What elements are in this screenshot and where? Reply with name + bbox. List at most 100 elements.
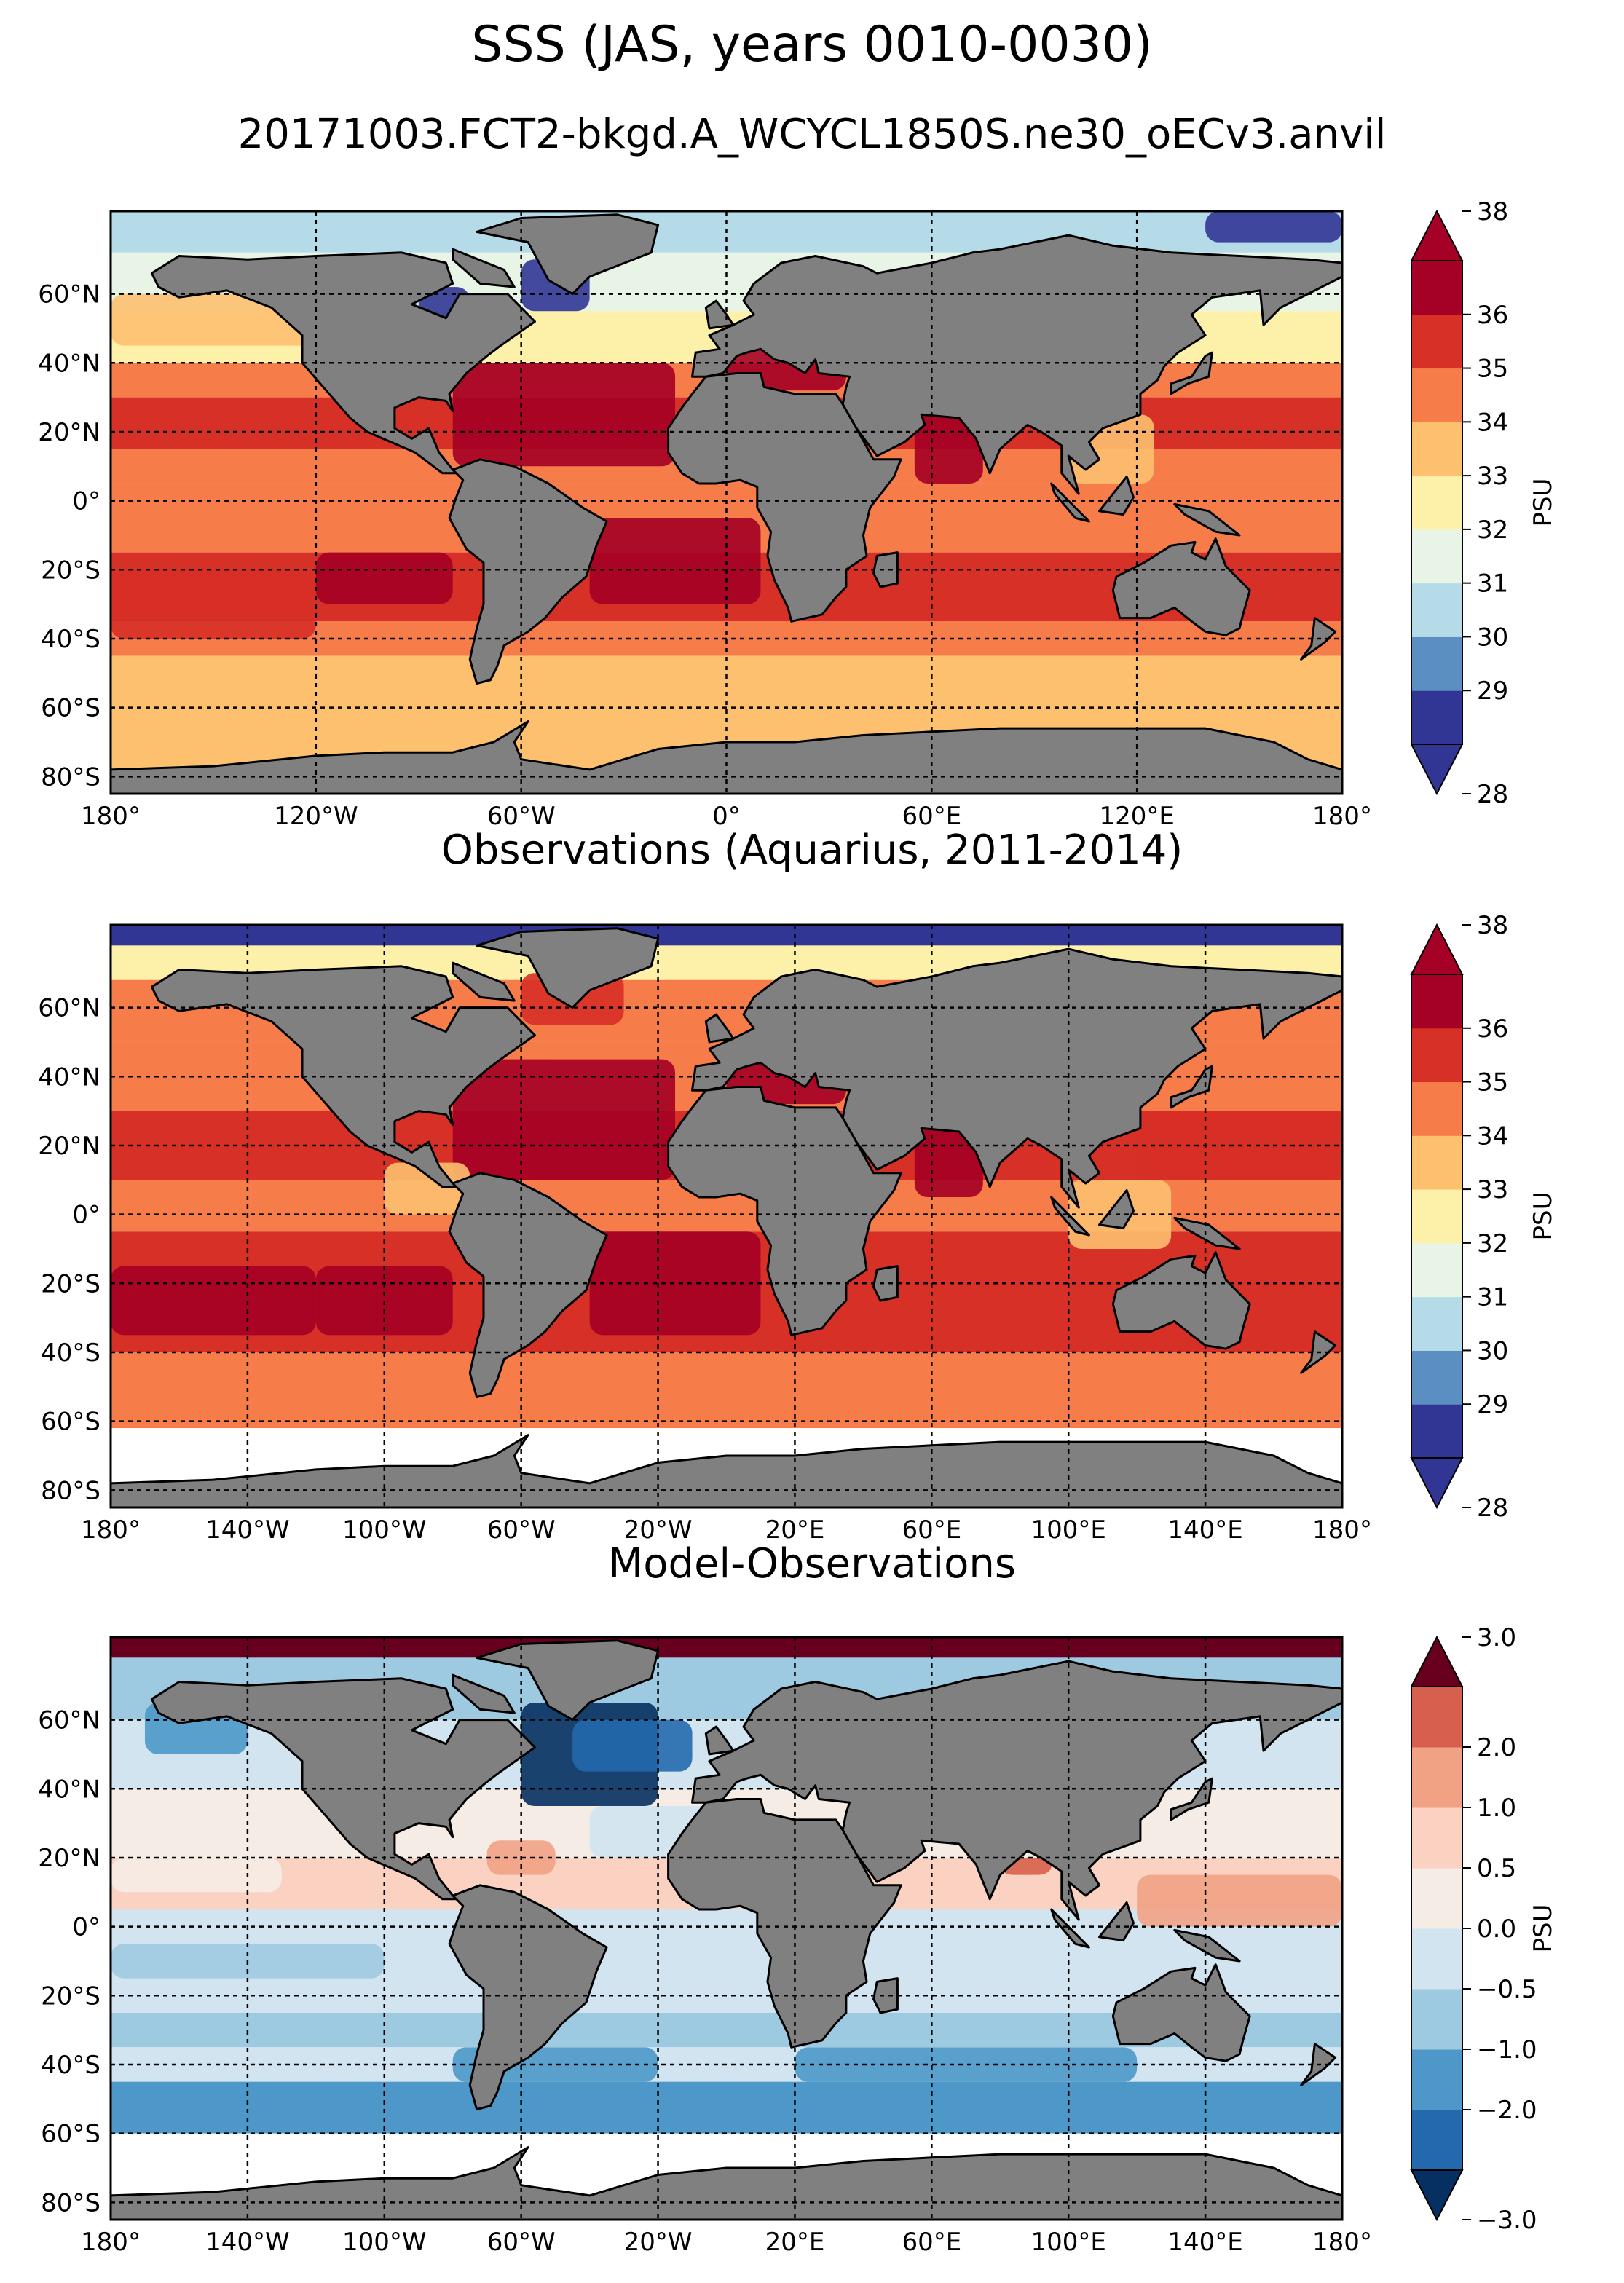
land-borneo bbox=[1098, 1901, 1135, 1942]
colorbar-tick-label: 1.0 bbox=[1477, 1794, 1516, 1823]
colorbar-segment bbox=[1411, 636, 1462, 691]
x-tick-label: 20°E bbox=[765, 1515, 825, 1545]
field-patch bbox=[111, 1266, 316, 1336]
field-patch bbox=[111, 1857, 282, 1893]
panel-3-title: Model-Observations bbox=[607, 1540, 1017, 1588]
field-patch bbox=[572, 1719, 693, 1772]
colorbar-segment bbox=[1411, 476, 1462, 530]
land-sumatra bbox=[1050, 1908, 1090, 1949]
y-tick-label: 20°S bbox=[41, 1269, 100, 1298]
land-borneo bbox=[1098, 1189, 1135, 1230]
x-tick-label: 60°E bbox=[902, 802, 961, 831]
land-south-america bbox=[448, 1884, 608, 2110]
colorbar-segment bbox=[1411, 1928, 1462, 1990]
colorbar-tick-label: −3.0 bbox=[1477, 2206, 1537, 2235]
colorbar-tick-label: 0.5 bbox=[1477, 1854, 1516, 1883]
land-baffin bbox=[452, 1673, 516, 1714]
x-tick-label: 60°W bbox=[487, 2228, 556, 2257]
x-tick-label: 0° bbox=[712, 802, 741, 831]
colorbar-segment bbox=[1411, 1350, 1462, 1405]
colorbar-2: 38 36 35 34 33 32 31 30 29 28 PSU bbox=[1410, 911, 1558, 1523]
y-tick-label: 60°S bbox=[41, 2120, 100, 2149]
land-south-america bbox=[448, 458, 608, 685]
colorbar-label: PSU bbox=[1529, 1904, 1558, 1953]
field-band bbox=[111, 1352, 1342, 1429]
colorbar-segment bbox=[1411, 583, 1462, 637]
colorbar-tick-label: 36 bbox=[1477, 301, 1508, 330]
x-tick-label: 180° bbox=[81, 802, 141, 831]
map-frame bbox=[109, 923, 1344, 1509]
figure-subtitle: 20171003.FCT2-bkgd.A_WCYCL1850S.ne30_oEC… bbox=[237, 111, 1387, 158]
field-band bbox=[111, 1637, 1342, 1658]
x-tick-label: 180° bbox=[1312, 2228, 1372, 2257]
field-patch bbox=[315, 552, 453, 604]
y-tick-label: 20°N bbox=[38, 1132, 100, 1161]
land-north-america bbox=[150, 251, 536, 475]
y-tick-label: 60°N bbox=[38, 280, 100, 309]
colorbar-segment bbox=[1411, 690, 1462, 745]
colorbar-frame bbox=[1411, 974, 1463, 1459]
land-new-guinea bbox=[1173, 1216, 1241, 1250]
colorbar-tick-label: 29 bbox=[1477, 677, 1508, 706]
colorbar-tick-label: 32 bbox=[1477, 1229, 1508, 1258]
land-new-guinea bbox=[1173, 1928, 1241, 1963]
y-tick-label: 60°N bbox=[38, 1706, 100, 1735]
land-japan bbox=[1170, 1065, 1213, 1109]
land-greenland bbox=[476, 1639, 660, 1722]
y-tick-label: 40°N bbox=[38, 1775, 100, 1804]
field-patch bbox=[111, 569, 316, 639]
colorbar-segment bbox=[1411, 1028, 1462, 1083]
colorbar-tick-label: 3.0 bbox=[1477, 1623, 1516, 1652]
colorbar-tick-label: 33 bbox=[1477, 462, 1508, 491]
colorbar-tick-label: 35 bbox=[1477, 355, 1508, 384]
colorbar-segment bbox=[1411, 974, 1462, 1029]
y-tick-label: 0° bbox=[72, 1201, 100, 1230]
x-tick-label: 180° bbox=[1312, 1515, 1372, 1545]
land-australia bbox=[1111, 537, 1251, 636]
x-tick-label: 140°E bbox=[1167, 1515, 1242, 1545]
colorbar-segment bbox=[1411, 314, 1462, 369]
x-tick-label: 120°E bbox=[1099, 802, 1174, 831]
land-britain bbox=[704, 1725, 735, 1756]
x-tick-label: 180° bbox=[1312, 802, 1372, 831]
colorbar-label: PSU bbox=[1529, 478, 1558, 527]
y-tick-label: 20°S bbox=[41, 1982, 100, 2011]
colorbar-segment bbox=[1411, 1747, 1462, 1808]
x-tick-label: 20°W bbox=[624, 1515, 693, 1545]
colorbar-segment bbox=[1411, 1989, 1462, 2050]
x-tick-label: 100°W bbox=[342, 2228, 427, 2257]
colorbar-tick-label: 31 bbox=[1477, 1283, 1508, 1312]
panel-2-title: Observations (Aquarius, 2011-2014) bbox=[441, 827, 1183, 874]
colorbar-extend-low bbox=[1410, 2169, 1464, 2222]
land-japan bbox=[1170, 351, 1213, 395]
colorbar-tick-label: 32 bbox=[1477, 516, 1508, 545]
land-africa bbox=[667, 1798, 902, 2049]
field-band bbox=[111, 925, 1342, 946]
x-tick-label: 140°W bbox=[205, 1515, 290, 1545]
colorbar-1: 38 36 35 34 33 32 31 30 29 28 PSU bbox=[1410, 197, 1558, 809]
colorbar-tick-label: 34 bbox=[1477, 408, 1508, 437]
colorbar-tick-label: 2.0 bbox=[1477, 1733, 1516, 1762]
colorbar-extend-low bbox=[1410, 1457, 1464, 1510]
land-madagascar bbox=[872, 1977, 899, 2014]
colorbar-tick-label: 30 bbox=[1477, 1336, 1508, 1365]
colorbar-segment bbox=[1411, 1135, 1462, 1190]
field-patch bbox=[452, 363, 676, 467]
land-north-america bbox=[150, 965, 536, 1188]
land-baffin bbox=[452, 961, 516, 1002]
y-tick-label: 40°S bbox=[41, 625, 100, 654]
figure-suptitle: SSS (JAS, years 0010-0030) bbox=[471, 16, 1153, 74]
land-britain bbox=[704, 299, 735, 330]
x-tick-label: 140°E bbox=[1167, 2228, 1242, 2257]
land-south-america bbox=[448, 1172, 608, 1398]
x-tick-label: 120°W bbox=[274, 802, 358, 831]
colorbar-tick-label: 31 bbox=[1477, 569, 1508, 599]
colorbar-segment bbox=[1411, 261, 1462, 315]
colorbar-segment bbox=[1411, 422, 1462, 476]
y-tick-label: 60°S bbox=[41, 694, 100, 723]
field-patch bbox=[589, 1231, 761, 1336]
y-tick-label: 80°S bbox=[41, 1476, 100, 1505]
colorbar-segment bbox=[1411, 2049, 1462, 2110]
field-patch bbox=[452, 1059, 676, 1180]
